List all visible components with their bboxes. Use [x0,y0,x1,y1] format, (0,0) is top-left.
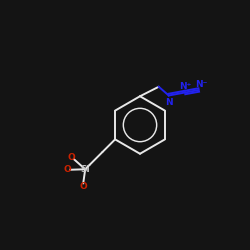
Text: N: N [165,98,172,107]
Text: O: O [79,182,87,191]
Text: N⁻: N⁻ [196,80,208,89]
Text: Si: Si [80,165,90,174]
Text: O: O [68,153,75,162]
Text: N⁺: N⁺ [179,82,191,91]
Text: O: O [63,165,71,174]
